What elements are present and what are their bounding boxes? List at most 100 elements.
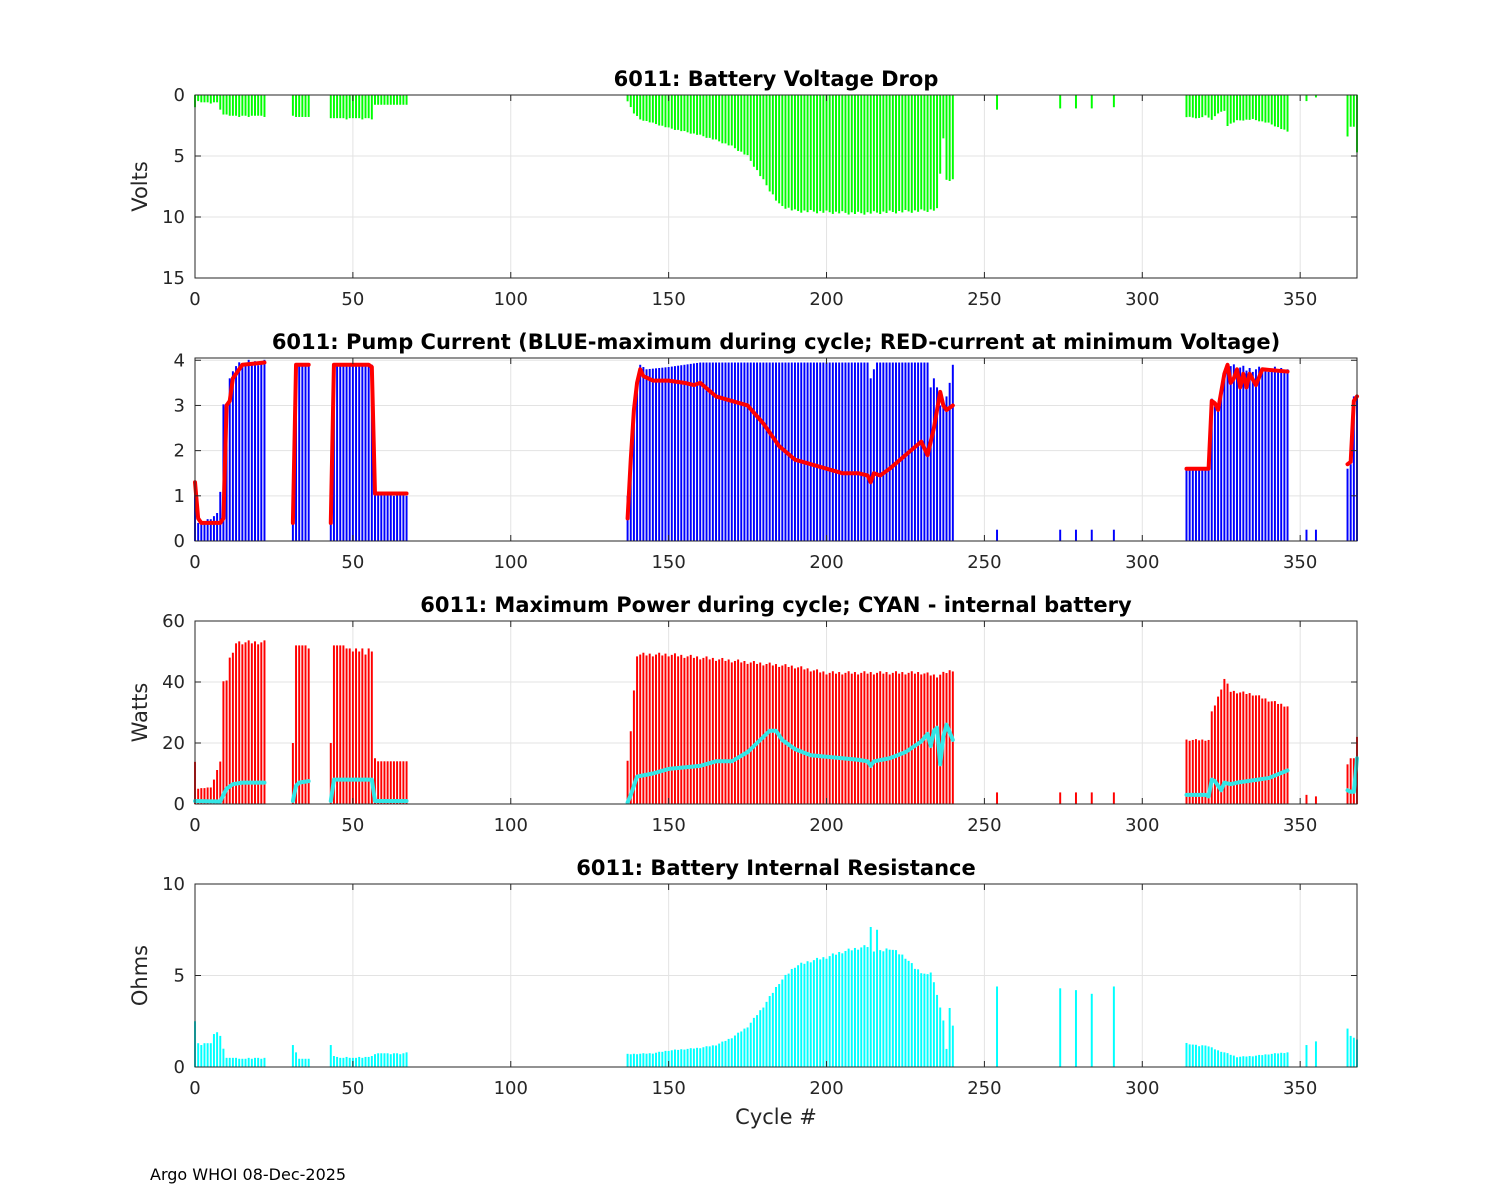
bar [1273,701,1276,804]
bar [1314,1041,1317,1067]
bar [304,1058,307,1067]
bar [825,674,828,804]
bar [1236,369,1238,541]
bar [1185,739,1188,804]
bar [658,1051,661,1067]
bar [800,362,803,541]
bar [790,968,793,1067]
bar [686,364,689,541]
bar [923,95,926,211]
bar [888,362,891,541]
bar [819,959,822,1067]
bar [1232,690,1235,804]
bar [771,992,774,1067]
bar [784,974,787,1067]
bar [667,95,670,128]
bar [1220,689,1223,804]
bar [822,671,825,804]
bar [895,362,897,541]
bar [1349,758,1352,804]
bar [790,95,793,211]
bar [816,362,819,541]
bar [718,659,721,804]
bar [358,1056,361,1067]
bar [351,364,354,541]
bar [1280,367,1283,541]
bar [1207,739,1210,804]
bar [759,362,762,541]
series-internal-battery [193,722,1359,805]
x-tick-label: 0 [189,289,200,310]
bar [841,674,844,804]
bar [651,656,654,804]
bar [342,364,345,541]
bar [392,495,395,541]
bar [677,95,680,130]
x-tick-label: 300 [1125,815,1159,836]
bar [1198,1046,1201,1067]
bar [721,362,724,541]
bar [377,761,380,804]
x-tick-label: 300 [1125,552,1159,573]
bar [936,95,939,209]
series-voltage-drop [194,95,1358,215]
bar [1239,367,1242,541]
bar [860,95,863,214]
bar [632,409,635,541]
bar [910,963,913,1067]
bar [743,1028,746,1067]
bar [392,95,395,105]
bar [686,1048,689,1067]
bar [775,986,777,1067]
bar [673,653,676,804]
axes-box [194,620,1358,805]
bar [1254,95,1257,121]
series-line [625,722,955,805]
bar [708,95,711,138]
bar [749,1022,752,1067]
bar [1251,1056,1254,1067]
x-tick-label: 250 [967,815,1001,836]
bar [664,367,667,541]
bar [702,95,705,137]
bar [721,95,724,144]
bar [1090,993,1093,1067]
bar [1223,95,1226,111]
bar [828,956,831,1067]
bar [355,648,358,804]
bar [768,996,771,1067]
bar [1248,367,1251,541]
bar [645,369,648,541]
series-current-at-minimum-Voltage [193,360,1359,525]
bar [206,519,209,541]
bar [939,674,942,804]
bar [733,660,736,804]
bar [367,364,370,541]
bar [209,95,212,104]
bar [1201,739,1204,804]
bar [831,362,834,541]
bar [332,645,335,804]
bar [825,362,828,541]
bar [762,1007,765,1067]
bar [389,761,392,804]
bar [648,1053,651,1067]
bar [825,958,828,1067]
bar [1305,1045,1308,1067]
bar [629,459,632,541]
footer-credit: Argo WHOI 08-Dec-2025 [150,1165,347,1184]
bar [370,651,373,804]
bar [850,673,853,804]
bar [1346,468,1349,541]
bar [727,95,730,146]
y-axis-label: Volts [128,161,152,212]
bar [263,359,266,541]
bar [1074,95,1077,109]
bar [749,662,752,804]
bar [1220,394,1223,541]
bar [345,95,348,120]
bar [917,362,920,541]
bar [1277,95,1280,128]
bar [879,362,882,541]
bar [721,657,724,804]
